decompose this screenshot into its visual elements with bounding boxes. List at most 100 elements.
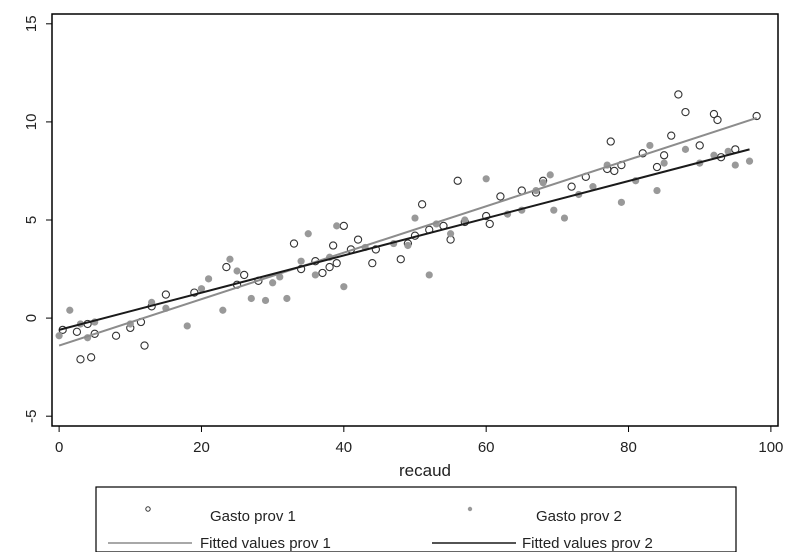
data-point xyxy=(446,230,455,238)
data-point xyxy=(709,109,719,119)
data-point xyxy=(296,264,306,274)
data-point xyxy=(713,115,722,125)
series-1 xyxy=(58,90,761,364)
axis-ticks: 0 20 40 60 80 100 -5 0 5 10 15 xyxy=(23,15,783,456)
data-point xyxy=(485,219,494,229)
data-point xyxy=(550,206,558,214)
x-tick-label: 40 xyxy=(335,439,352,456)
data-point xyxy=(304,230,312,238)
x-axis-title: recaud xyxy=(399,461,451,480)
legend-symbol-gasto-prov-1 xyxy=(145,506,151,512)
data-point xyxy=(453,176,462,185)
legend: Gasto prov 1 Gasto prov 2 Fitted values … xyxy=(95,486,737,552)
data-point xyxy=(183,322,191,330)
data-point xyxy=(111,331,121,340)
data-point xyxy=(731,161,739,169)
data-point xyxy=(695,141,704,150)
data-point xyxy=(233,267,241,275)
data-point xyxy=(297,257,305,265)
data-point xyxy=(197,285,206,293)
data-point xyxy=(560,214,569,222)
data-point xyxy=(269,279,277,287)
data-point xyxy=(652,162,662,172)
data-point xyxy=(340,283,348,291)
y-tick-label: -5 xyxy=(23,410,40,423)
data-point xyxy=(752,111,761,121)
data-point xyxy=(667,131,676,140)
data-point xyxy=(261,296,270,305)
data-point xyxy=(328,241,338,250)
data-point xyxy=(66,306,74,314)
data-point xyxy=(333,222,341,230)
data-point xyxy=(396,255,405,264)
x-tick-label: 80 xyxy=(620,439,637,456)
data-point xyxy=(219,306,227,314)
data-point xyxy=(240,270,249,280)
data-point xyxy=(674,90,683,99)
data-point xyxy=(332,259,341,268)
y-tick-label: 15 xyxy=(23,15,40,32)
data-point xyxy=(404,241,412,250)
data-point xyxy=(546,171,554,179)
y-tick-label: 5 xyxy=(23,216,40,224)
data-point xyxy=(58,325,67,335)
x-tick-label: 0 xyxy=(55,439,63,456)
legend-label-gasto-prov-2: Gasto prov 2 xyxy=(536,508,622,525)
legend-label-fitted-prov-1: Fitted values prov 1 xyxy=(200,535,331,552)
data-marks xyxy=(55,90,761,364)
data-point xyxy=(610,166,619,176)
data-point xyxy=(567,182,576,191)
data-point xyxy=(289,239,299,248)
data-point xyxy=(681,107,690,117)
x-tick-label: 100 xyxy=(758,439,783,456)
y-tick-label: 0 xyxy=(23,314,40,322)
data-point xyxy=(724,147,732,155)
x-tick-label: 20 xyxy=(193,439,210,456)
data-point xyxy=(710,151,718,159)
data-point xyxy=(55,332,63,340)
series-3 xyxy=(58,117,757,347)
data-point xyxy=(482,175,490,183)
series-4 xyxy=(58,148,750,331)
data-point xyxy=(681,145,690,153)
data-point xyxy=(226,255,234,263)
data-point xyxy=(659,151,669,160)
data-point xyxy=(606,137,615,146)
data-point xyxy=(411,214,419,222)
fitted-line xyxy=(58,117,757,347)
data-point xyxy=(589,183,597,191)
data-point xyxy=(72,327,82,336)
fitted-line xyxy=(58,148,750,331)
data-point xyxy=(318,268,327,278)
data-point xyxy=(745,157,754,165)
y-tick-label: 10 xyxy=(23,114,40,131)
data-point xyxy=(371,245,381,254)
data-point xyxy=(204,275,213,283)
data-point xyxy=(76,355,85,364)
legend-symbol-gasto-prov-2 xyxy=(467,506,473,512)
data-point xyxy=(482,211,491,221)
data-point xyxy=(417,200,427,209)
x-tick-label: 60 xyxy=(478,439,495,456)
data-point xyxy=(353,235,363,244)
data-point xyxy=(325,262,334,272)
data-point xyxy=(140,341,149,350)
legend-label-fitted-prov-2: Fitted values prov 2 xyxy=(522,535,653,552)
data-point xyxy=(617,198,626,206)
data-point xyxy=(653,186,661,195)
data-point xyxy=(368,259,377,268)
data-point xyxy=(222,262,231,272)
data-point xyxy=(646,141,654,150)
data-point xyxy=(425,271,433,279)
data-point xyxy=(660,159,668,167)
data-point xyxy=(539,179,547,187)
data-point xyxy=(283,294,291,303)
data-point xyxy=(496,192,505,201)
legend-box xyxy=(95,486,737,552)
data-point xyxy=(86,353,96,362)
data-point xyxy=(247,294,255,303)
data-point xyxy=(311,271,319,279)
data-point xyxy=(461,216,469,224)
legend-label-gasto-prov-1: Gasto prov 1 xyxy=(210,508,296,525)
